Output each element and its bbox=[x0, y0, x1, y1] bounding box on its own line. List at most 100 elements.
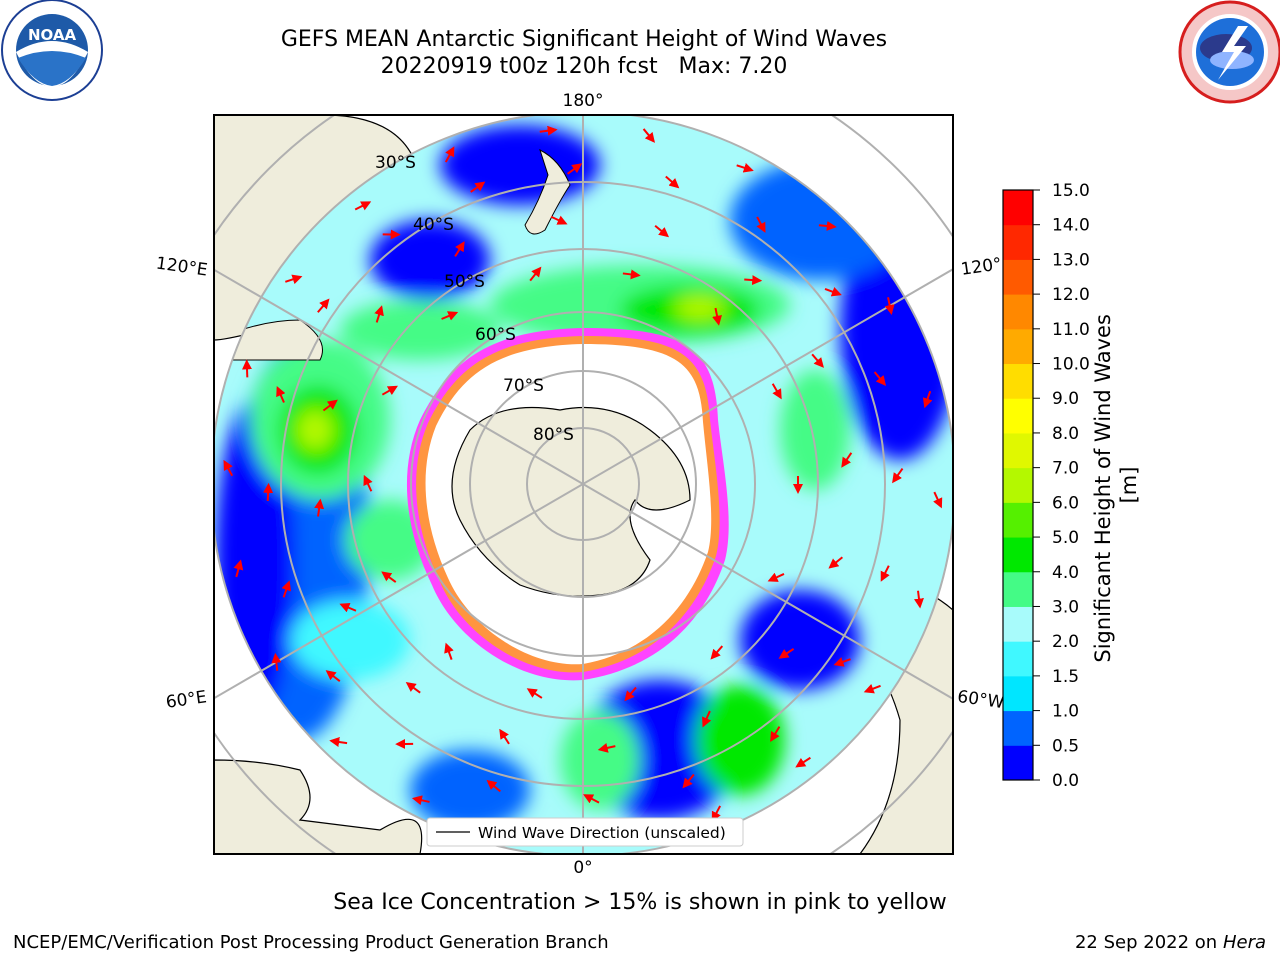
map-labels: 180° 120°E 120° 60°E 60°W 0° 30°S 40°S 5… bbox=[155, 91, 1006, 878]
colorbar-tick-label: 4.0 bbox=[1052, 563, 1079, 583]
lat-label-60s: 60°S bbox=[475, 325, 516, 345]
date-text: 22 Sep 2022 on bbox=[1074, 932, 1218, 953]
wind-wave-arrow bbox=[624, 686, 637, 702]
wind-wave-arrow bbox=[325, 670, 341, 683]
lon-label-180: 180° bbox=[563, 91, 604, 111]
wind-wave-arrow bbox=[873, 371, 887, 386]
sea-ice-note: Sea Ice Concentration > 15% is shown in … bbox=[333, 890, 947, 915]
colorbar-swatch bbox=[1003, 259, 1033, 295]
title-line-2: 20220919 t00z 120h fcst Max: 7.20 bbox=[380, 54, 788, 79]
wind-wave-arrow bbox=[454, 241, 465, 257]
wind-wave-arrow bbox=[736, 162, 754, 173]
wind-wave-arrow bbox=[892, 467, 904, 484]
wind-wave-arrow bbox=[833, 657, 851, 667]
credit-line: NCEP/EMC/Verification Post Processing Pr… bbox=[13, 932, 609, 953]
map-legend: Wind Wave Direction (unscaled) bbox=[426, 817, 744, 847]
wind-wave-arrow bbox=[223, 459, 234, 477]
wind-wave-arrow bbox=[933, 491, 943, 509]
map-frame: Wind Wave Direction (unscaled) bbox=[213, 114, 954, 855]
legend-text: Wind Wave Direction (unscaled) bbox=[478, 824, 726, 842]
wind-wave-arrow bbox=[756, 216, 766, 233]
colorbar-swatch bbox=[1003, 190, 1033, 226]
wind-wave-arrow bbox=[470, 181, 486, 193]
lat-label-30s: 30°S bbox=[375, 153, 416, 173]
wind-wave-arrow bbox=[317, 298, 330, 313]
wind-wave-arrow bbox=[271, 652, 282, 671]
map-border bbox=[213, 114, 954, 855]
nws-logo bbox=[1178, 0, 1280, 104]
wind-wave-arrow bbox=[767, 572, 785, 582]
wind-wave-arrow bbox=[778, 648, 795, 659]
wind-wave-arrow bbox=[702, 710, 712, 728]
wind-wave-arrow bbox=[744, 275, 763, 286]
colorbar-swatch bbox=[1003, 537, 1033, 573]
colorbar-tick-label: 1.5 bbox=[1052, 667, 1079, 687]
colorbar-tick-label: 9.0 bbox=[1052, 389, 1079, 409]
wind-wave-arrow bbox=[539, 125, 558, 136]
colorbar-swatch bbox=[1003, 224, 1033, 260]
colorbar-tick-label: 11.0 bbox=[1052, 320, 1090, 340]
title-line-1: GEFS MEAN Antarctic Significant Height o… bbox=[280, 27, 888, 52]
wind-wave-arrow bbox=[922, 390, 933, 409]
wind-wave-arrow bbox=[405, 681, 421, 694]
wind-wave-arrow bbox=[642, 128, 656, 143]
lat-label-50s: 50°S bbox=[444, 272, 485, 292]
colorbar-swatch bbox=[1003, 641, 1033, 677]
colorbar-tick-label: 15.0 bbox=[1052, 181, 1090, 201]
colorbar-tick-label: 1.0 bbox=[1052, 702, 1079, 722]
wind-wave-arrow bbox=[818, 221, 837, 231]
chart-title: GEFS MEAN Antarctic Significant Height o… bbox=[0, 26, 1168, 80]
wind-wave-arrow bbox=[242, 359, 253, 378]
wind-wave-arrow bbox=[276, 386, 286, 403]
wind-wave-arrow bbox=[567, 163, 583, 175]
colorbar-swatch bbox=[1003, 294, 1033, 330]
wind-wave-arrow bbox=[771, 383, 782, 400]
lat-label-40s: 40°S bbox=[413, 215, 454, 235]
colorbar-swatch bbox=[1003, 363, 1033, 399]
wind-wave-arrow bbox=[486, 779, 501, 793]
wind-wave-arrow bbox=[914, 590, 924, 609]
wind-wave-arrow bbox=[622, 269, 641, 280]
wind-wave-arrow bbox=[281, 580, 292, 598]
wind-wave-arrow bbox=[499, 728, 510, 745]
colorbar-swatch bbox=[1003, 675, 1033, 712]
wind-wave-arrow bbox=[824, 287, 842, 297]
colorbar: 0.0 0.5 1.0 1.5 2.0 3.0 4.0 5.0 6.0 7.0 8.0 9.0 10.0… bbox=[1002, 181, 1141, 791]
wind-wave-arrow bbox=[529, 266, 542, 282]
wind-wave-arrow bbox=[710, 645, 724, 660]
colorbar-tick-label: 2.0 bbox=[1052, 632, 1079, 652]
colorbar-swatches bbox=[1003, 190, 1033, 781]
wind-wave-arrow bbox=[863, 683, 881, 694]
lon-label-120w: 120° bbox=[960, 254, 1003, 280]
colorbar-swatch bbox=[1003, 571, 1033, 607]
colorbar-label-line-1: Significant Height of Wind Waves bbox=[1091, 314, 1115, 663]
wind-wave-arrow bbox=[233, 559, 244, 578]
colorbar-tick-label: 5.0 bbox=[1052, 528, 1079, 548]
colorbar-tick-label: 13.0 bbox=[1052, 250, 1090, 270]
wind-wave-arrow bbox=[314, 498, 325, 517]
wind-wave-arrow bbox=[322, 399, 338, 412]
wind-wave-arrows bbox=[223, 125, 943, 843]
colorbar-tick-label: 8.0 bbox=[1052, 424, 1079, 444]
colorbar-swatch bbox=[1003, 328, 1033, 365]
machine-name: Hera bbox=[1222, 932, 1266, 953]
wind-wave-arrow bbox=[795, 756, 811, 768]
wind-wave-arrow bbox=[828, 556, 844, 569]
colorbar-outline bbox=[1002, 189, 1034, 781]
wind-wave-arrow bbox=[841, 452, 853, 468]
colorbar-tick-label: 14.0 bbox=[1052, 216, 1090, 236]
colorbar-tick-label: 0.0 bbox=[1052, 771, 1079, 791]
colorbar-swatch bbox=[1003, 432, 1033, 469]
colorbar-tick-label: 3.0 bbox=[1052, 597, 1079, 617]
lon-label-0: 0° bbox=[573, 858, 592, 878]
colorbar-label: Significant Height of Wind Waves [m] bbox=[1091, 307, 1141, 662]
graticule bbox=[214, 115, 953, 854]
wind-wave-arrow bbox=[665, 175, 680, 189]
lon-label-120e: 120°E bbox=[155, 254, 209, 281]
wind-wave-arrow bbox=[811, 353, 824, 368]
colorbar-label-line-2: [m] bbox=[1117, 467, 1141, 504]
wind-wave-arrow bbox=[363, 474, 373, 492]
wind-wave-arrow bbox=[712, 307, 722, 326]
wind-wave-arrow bbox=[263, 482, 274, 501]
